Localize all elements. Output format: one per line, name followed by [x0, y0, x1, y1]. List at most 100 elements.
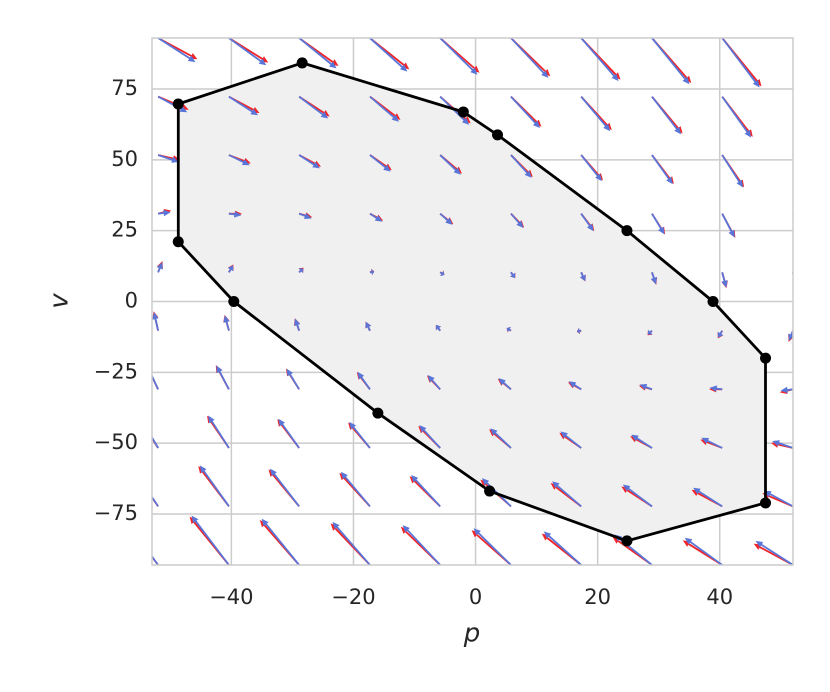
arrow	[701, 437, 723, 449]
arrow	[755, 540, 793, 565]
arrow	[772, 440, 793, 449]
arrow	[439, 270, 445, 277]
arrow	[228, 95, 258, 116]
arrow	[580, 213, 594, 232]
arrow	[298, 95, 329, 119]
arrow	[439, 154, 461, 175]
arrow	[792, 213, 793, 216]
x-tick-label: −40	[209, 585, 253, 609]
arrow	[369, 38, 408, 72]
x-tick-label: 0	[469, 585, 482, 609]
arrow	[369, 154, 391, 172]
vertex	[172, 236, 184, 248]
arrow	[721, 38, 760, 88]
arrow	[792, 38, 793, 40]
arrow	[270, 468, 300, 507]
y-tick-label: −75	[94, 501, 138, 525]
arrow	[651, 96, 681, 135]
arrow	[506, 326, 512, 333]
arrow	[693, 487, 723, 508]
arrow	[622, 484, 653, 508]
arrow	[717, 330, 724, 338]
arrow	[227, 265, 234, 273]
arrow	[510, 96, 540, 128]
arrow	[191, 515, 230, 565]
arrow	[427, 375, 441, 390]
arrow	[156, 262, 163, 273]
arrow	[792, 155, 793, 157]
arrow	[560, 431, 582, 449]
region-edge	[176, 61, 767, 543]
arrow	[278, 418, 300, 449]
arrow	[369, 268, 375, 276]
arrow	[691, 489, 723, 508]
arrow	[721, 272, 728, 288]
arrow	[473, 528, 512, 565]
arrow	[552, 481, 582, 507]
y-tick-label: 50	[111, 147, 138, 171]
arrow	[228, 95, 260, 114]
x-tick-label: 20	[584, 585, 611, 609]
arrow	[763, 490, 793, 508]
arrow	[228, 154, 250, 166]
arrow	[788, 330, 793, 341]
vertex	[621, 225, 633, 237]
x-tick-label: −20	[331, 585, 375, 609]
vertex	[707, 296, 719, 307]
arrow	[639, 384, 653, 391]
y-axis-label: v	[45, 293, 75, 309]
arrow	[332, 521, 371, 565]
arrow	[369, 212, 383, 222]
arrow	[298, 212, 312, 219]
arrow	[286, 368, 300, 390]
arrow	[577, 327, 582, 335]
arrow	[402, 525, 441, 565]
arrow	[510, 213, 524, 228]
arrow	[650, 272, 657, 285]
arrow	[157, 154, 179, 163]
arrow	[651, 154, 673, 185]
vertex	[760, 352, 772, 364]
arrow	[369, 96, 399, 122]
y-tick-label: −50	[94, 430, 138, 454]
arrow	[780, 386, 793, 394]
arrow	[435, 324, 442, 332]
plot-frame	[151, 37, 794, 566]
arrow	[298, 154, 320, 169]
y-tick-label: 0	[125, 289, 138, 313]
arrow	[228, 38, 267, 66]
arrow	[580, 154, 602, 182]
vertex	[296, 57, 308, 69]
arrow	[721, 96, 752, 138]
vertex	[228, 296, 240, 307]
arrow	[298, 38, 337, 69]
arrow	[721, 154, 743, 188]
arrow	[411, 475, 441, 507]
x-axis-label: p	[463, 619, 481, 649]
arrow	[490, 428, 512, 449]
vertex	[484, 485, 496, 497]
arrow	[152, 495, 159, 507]
arrow	[510, 38, 549, 78]
vertex	[372, 407, 384, 419]
arrow	[158, 209, 171, 217]
vertex	[492, 129, 504, 141]
plot-layer	[152, 38, 793, 565]
y-tick-label: 25	[111, 218, 138, 242]
arrow	[298, 268, 304, 274]
arrow	[762, 493, 793, 508]
vertex	[172, 98, 184, 110]
arrow	[543, 531, 582, 565]
arrow	[792, 155, 793, 157]
arrow	[579, 271, 586, 282]
x-tick-label: 40	[706, 585, 733, 609]
arrow	[152, 435, 159, 449]
arrow	[631, 434, 653, 449]
arrow	[357, 371, 371, 390]
arrow	[340, 471, 371, 507]
arrow	[580, 38, 619, 82]
y-tick-label: −25	[94, 359, 138, 383]
vertex	[621, 535, 633, 547]
arrow	[580, 96, 611, 132]
arrow	[439, 213, 453, 225]
